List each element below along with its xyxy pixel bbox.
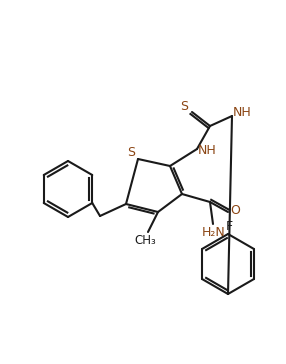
Text: NH: NH xyxy=(198,145,217,158)
Text: H₂N: H₂N xyxy=(202,226,226,240)
Text: O: O xyxy=(230,205,240,218)
Text: S: S xyxy=(180,100,188,114)
Text: CH₃: CH₃ xyxy=(134,233,156,246)
Text: NH: NH xyxy=(233,106,251,119)
Text: S: S xyxy=(127,146,135,159)
Text: F: F xyxy=(225,219,233,233)
